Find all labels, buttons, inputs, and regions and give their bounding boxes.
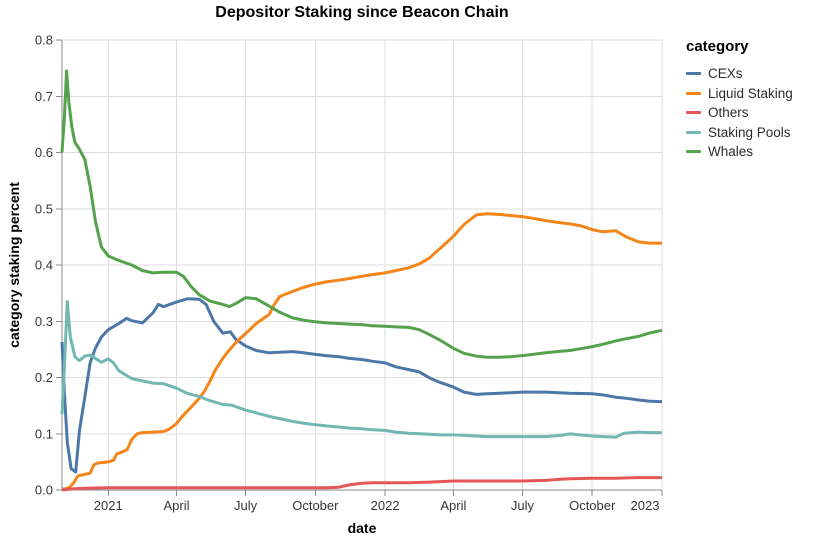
legend-title: category [686, 38, 749, 55]
y-tick-label: 0.6 [35, 145, 53, 160]
legend-items: CEXs Liquid Staking Others Staking Pools Wha… [686, 64, 793, 162]
series-line-liquid-staking [61, 212, 662, 491]
series-line-cexs [60, 297, 663, 474]
legend-swatch-whales [686, 150, 701, 154]
y-tick-label: 0.5 [35, 201, 53, 216]
y-tick-label: 0.8 [35, 33, 53, 48]
y-tick-label: 0.7 [35, 89, 53, 104]
legend-item-cexs: CEXs [686, 64, 793, 84]
legend-swatch-liquid-staking [686, 91, 701, 95]
legend-item-label: Others [708, 105, 749, 121]
series-line-whales [60, 69, 663, 359]
legend-item-label: Staking Pools [708, 124, 791, 140]
series-line-staking-pools [60, 300, 662, 439]
legend-item-label: Liquid Staking [708, 85, 793, 101]
y-tick-label: 0.3 [35, 314, 53, 329]
x-tick-label: 2022 [371, 498, 400, 513]
x-tick-label: July [511, 498, 535, 513]
x-tick-label: October [569, 498, 616, 513]
y-axis-title: category staking percent [6, 182, 22, 348]
x-tick-label: 2023 [631, 498, 660, 513]
legend: category CEXs Liquid Staking Others Staking… [686, 38, 793, 162]
x-axis-title: date [347, 520, 377, 536]
legend-item-label: CEXs [708, 66, 743, 82]
y-tick-label: 0.1 [35, 426, 53, 441]
legend-swatch-cexs [686, 72, 701, 76]
legend-swatch-staking-pools [686, 130, 701, 134]
x-tick-label: 2021 [94, 498, 123, 513]
legend-item-others: Others [686, 103, 793, 123]
legend-item-whales: Whales [686, 142, 793, 162]
legend-item-staking-pools: Staking Pools [686, 123, 793, 143]
legend-item-label: Whales [708, 144, 754, 160]
legend-swatch-others [686, 111, 701, 115]
x-tick-label: April [440, 498, 466, 513]
legend-item-liquid-staking: Liquid Staking [686, 84, 793, 104]
x-tick-label: October [292, 498, 339, 513]
x-tick-label: July [234, 498, 258, 513]
y-tick-label: 0.4 [35, 258, 53, 273]
series-line-others [61, 476, 662, 492]
chart-title: Depositor Staking since Beacon Chain [215, 4, 509, 21]
x-tick-label: April [164, 498, 190, 513]
y-tick-label: 0.0 [35, 483, 53, 498]
y-tick-label: 0.2 [35, 370, 53, 385]
